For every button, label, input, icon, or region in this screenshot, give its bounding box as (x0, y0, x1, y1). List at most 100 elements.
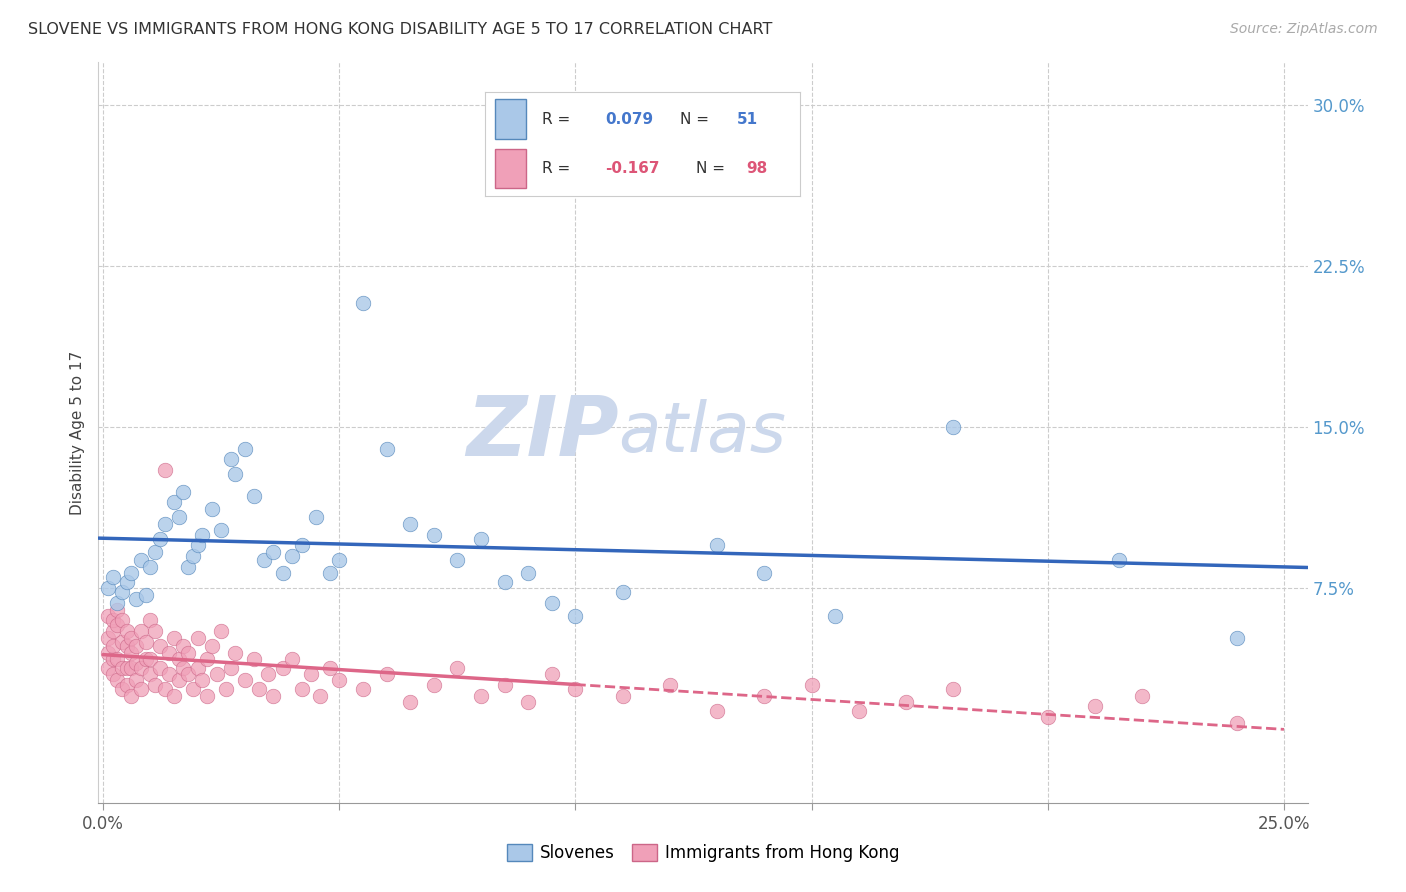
Point (243, 489, 266, 503)
Point (135, 635, 157, 649)
Point (243, 652, 266, 666)
Point (328, 553, 350, 567)
Point (105, 596, 128, 610)
Point (177, 667, 200, 681)
Point (262, 689, 284, 703)
Point (612, 689, 634, 703)
Point (153, 516, 176, 531)
Point (139, 614, 162, 628)
Point (105, 652, 128, 666)
Point (115, 639, 138, 653)
Point (215, 681, 238, 696)
Point (201, 501, 224, 516)
Point (564, 681, 586, 696)
Point (894, 695, 917, 709)
Point (105, 673, 128, 688)
Point (101, 667, 124, 681)
Point (121, 646, 143, 660)
Point (115, 624, 138, 639)
Point (181, 681, 204, 696)
Point (139, 667, 162, 681)
Text: SLOVENE VS IMMIGRANTS FROM HONG KONG DISABILITY AGE 5 TO 17 CORRELATION CHART: SLOVENE VS IMMIGRANTS FROM HONG KONG DIS… (28, 22, 772, 37)
Point (121, 631, 143, 645)
Point (187, 538, 209, 552)
Point (224, 467, 246, 482)
Point (101, 570, 124, 584)
Point (135, 588, 157, 602)
Point (209, 523, 232, 537)
Point (612, 585, 634, 599)
Point (352, 681, 374, 696)
Point (167, 652, 190, 666)
Point (97, 660, 120, 674)
Point (271, 566, 294, 581)
Point (125, 657, 148, 671)
Point (101, 614, 124, 628)
Text: Source: ZipAtlas.com: Source: ZipAtlas.com (1230, 22, 1378, 37)
Point (299, 667, 322, 681)
Point (125, 591, 148, 606)
Point (97, 631, 120, 645)
Point (1036, 710, 1059, 724)
Point (942, 420, 965, 434)
Point (195, 652, 218, 666)
Point (129, 553, 152, 567)
Point (143, 678, 166, 692)
Point (195, 689, 218, 703)
Point (135, 652, 157, 666)
Point (149, 532, 172, 546)
Point (115, 660, 138, 674)
Point (824, 609, 846, 624)
Point (1084, 699, 1107, 714)
Point (153, 463, 176, 477)
Point (101, 639, 124, 653)
Point (129, 624, 152, 639)
Point (209, 624, 232, 639)
Point (423, 678, 446, 692)
Point (305, 510, 328, 524)
Point (187, 631, 209, 645)
Point (290, 681, 312, 696)
Point (111, 614, 134, 628)
Point (105, 617, 128, 632)
Point (121, 660, 143, 674)
Point (446, 553, 468, 567)
Point (97, 646, 120, 660)
Point (177, 559, 200, 574)
Point (262, 545, 284, 559)
Point (219, 452, 242, 467)
Point (540, 667, 562, 681)
Point (352, 295, 374, 310)
Point (658, 678, 681, 692)
Point (163, 631, 186, 645)
Point (125, 673, 148, 688)
Point (247, 681, 270, 696)
Point (167, 510, 190, 524)
Point (754, 566, 776, 581)
Point (115, 678, 138, 692)
Point (149, 660, 172, 674)
Point (564, 609, 586, 624)
Point (125, 639, 148, 653)
Point (139, 652, 162, 666)
Point (1226, 631, 1249, 645)
Point (172, 484, 194, 499)
Point (271, 660, 294, 674)
Point (157, 646, 180, 660)
Point (111, 660, 134, 674)
Point (1108, 553, 1130, 567)
Point (172, 639, 194, 653)
Point (181, 549, 204, 563)
Point (111, 681, 134, 696)
Point (121, 566, 143, 581)
Point (143, 624, 166, 639)
Point (375, 667, 398, 681)
Point (129, 681, 152, 696)
Point (115, 574, 138, 589)
Point (290, 538, 312, 552)
Point (848, 704, 870, 718)
Point (149, 639, 172, 653)
Point (219, 660, 242, 674)
Point (111, 585, 134, 599)
Point (101, 624, 124, 639)
